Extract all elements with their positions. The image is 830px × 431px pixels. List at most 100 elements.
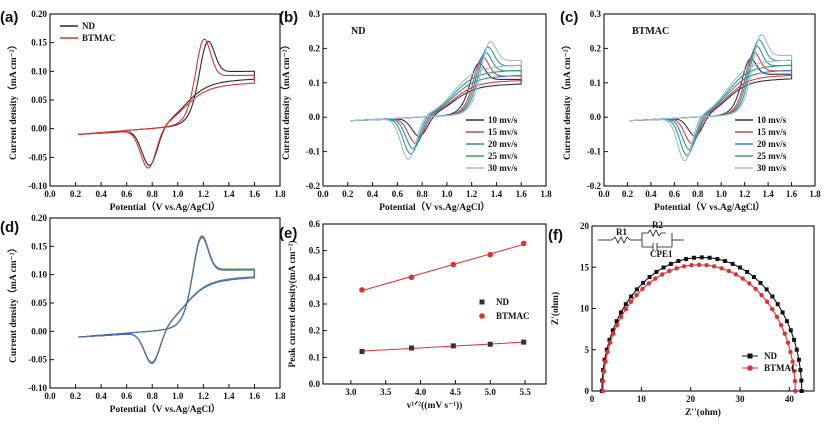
data-point [521,339,527,345]
data-point [689,262,694,268]
legend-label: 15 mv/s [488,127,518,137]
y-tick-label: 0.0 [309,379,321,389]
x-tick-label: 1.4 [491,189,503,199]
y-tick-label: 0.00 [31,326,47,336]
data-point [792,337,797,342]
x-tick-label: 5.0 [485,387,497,397]
y-tick-label: 0.05 [31,298,47,308]
data-point [647,275,652,280]
x-tick-label: 1.0 [441,189,453,199]
legend-swatch [747,365,753,371]
data-point [782,331,787,336]
panel-c: (c) BTMAC 0.0 0.2 0.4 0.6 0.8 1.0 1.2 1.4 1.6 1.8 -0… [560,9,821,213]
x-tick-label: 0.4 [367,189,379,199]
y-axis-label: Current density（mA cm⁻²） [7,243,19,363]
legend-label: 20 mv/s [488,139,518,149]
data-point [601,369,607,374]
data-point [737,265,742,270]
y-tick-label: -0.10 [28,181,47,191]
x-tick-label: 0.0 [598,189,610,199]
equivalent-circuit-inset: R1 R2 CPE1 [598,220,684,259]
series-line [78,236,255,364]
x-tick-label: 1.6 [249,189,261,199]
y-tick-label: 15 [580,262,590,272]
data-point [681,264,687,269]
x-tick-label: 0.6 [121,189,133,199]
panel-e: (e) 3.0 3.5 4.0 4.5 5.0 5.5 0.0 0.1 0.2 0.3 0.4 0.5 0… [279,219,547,411]
x-tick-label: 1.0 [172,391,184,401]
panel-label: (e) [279,225,297,242]
x-tick-label: 0.2 [342,189,354,199]
data-point [684,256,689,261]
inset-label: R1 [616,227,627,237]
x-axis-label: Z''(ohm) [685,407,721,418]
data-point [759,292,764,298]
series-line [78,236,255,364]
x-tick-label: 1.6 [516,189,528,199]
y-tick-label: 0 [585,386,590,396]
data-point [487,341,493,347]
y-tick-label: 0.2 [590,43,602,53]
data-point [753,286,758,292]
data-point [641,280,646,285]
data-point [634,287,639,292]
data-point [619,314,624,320]
plot-frame [603,13,816,187]
data-point [359,348,365,354]
x-tick-label: 1.8 [809,189,821,199]
y-tick-label: 0.3 [309,9,321,19]
legend-label: 10 mv/s [757,115,787,125]
plot-frame [322,13,547,187]
data-point [646,281,651,286]
data-point [618,310,623,315]
data-point [623,306,629,312]
legend: 10 mv/s 15 mv/s 20 mv/s 25 mv/s 30 mv/s [735,115,787,173]
y-axis-label: Z'(ohm) [550,292,561,325]
data-point [611,331,616,336]
x-tick-label: 0.8 [692,189,704,199]
legend-label: 30 mv/s [488,163,518,173]
data-point [764,287,769,292]
legend-swatch [747,353,753,359]
series-line [78,235,255,364]
data-point [628,299,634,304]
data-point [634,292,639,298]
x-tick-label: 3.5 [380,387,392,397]
y-tick-label: 0.2 [309,43,321,53]
data-point [691,255,696,260]
data-point [796,357,801,362]
panel-title: BTMAC [632,26,669,37]
y-tick-label: 0.10 [31,270,47,280]
panel-label: (a) [0,9,18,26]
panel-b: (b) ND 0.0 0.2 0.4 0.6 0.8 1.0 1.2 1.4 1.6 1.8 -0.2 -… [279,9,552,213]
data-point [723,259,728,264]
data-point [799,389,804,393]
data-point [640,286,645,292]
series-line [350,46,522,155]
x-tick-label: 1.2 [739,189,751,199]
panel-label: (d) [0,219,19,236]
resistor-r2 [642,229,666,237]
x-tick-label: 0.2 [622,189,634,199]
data-point [487,251,494,258]
data-point [711,264,717,269]
y-tick-label: 0.6 [309,219,321,229]
x-tick-label: 1.6 [249,391,261,401]
data-point [696,262,702,267]
x-tick-label: 1.0 [172,189,184,199]
y-tick-label: -0.10 [28,383,47,393]
y-tick-label: 0.0 [309,112,321,122]
x-axis-label: Potential（V vs.Ag/AgCl） [110,403,221,415]
x-tick-label: 1.4 [223,189,235,199]
x-tick-label: 0.0 [44,189,56,199]
series-line [78,38,255,169]
data-point [751,275,756,280]
data-point [715,256,720,261]
data-point [607,340,613,345]
data-point [707,255,712,260]
panel-f: (f) 0 10 20 30 40 0 5 10 15 20 Z''(ohm) Z'(ohm) ND BTM… [548,220,815,418]
y-tick-label: 0.3 [590,9,602,19]
data-point [408,274,415,281]
x-tick-label: 40 [785,394,795,404]
data-point [719,266,724,271]
